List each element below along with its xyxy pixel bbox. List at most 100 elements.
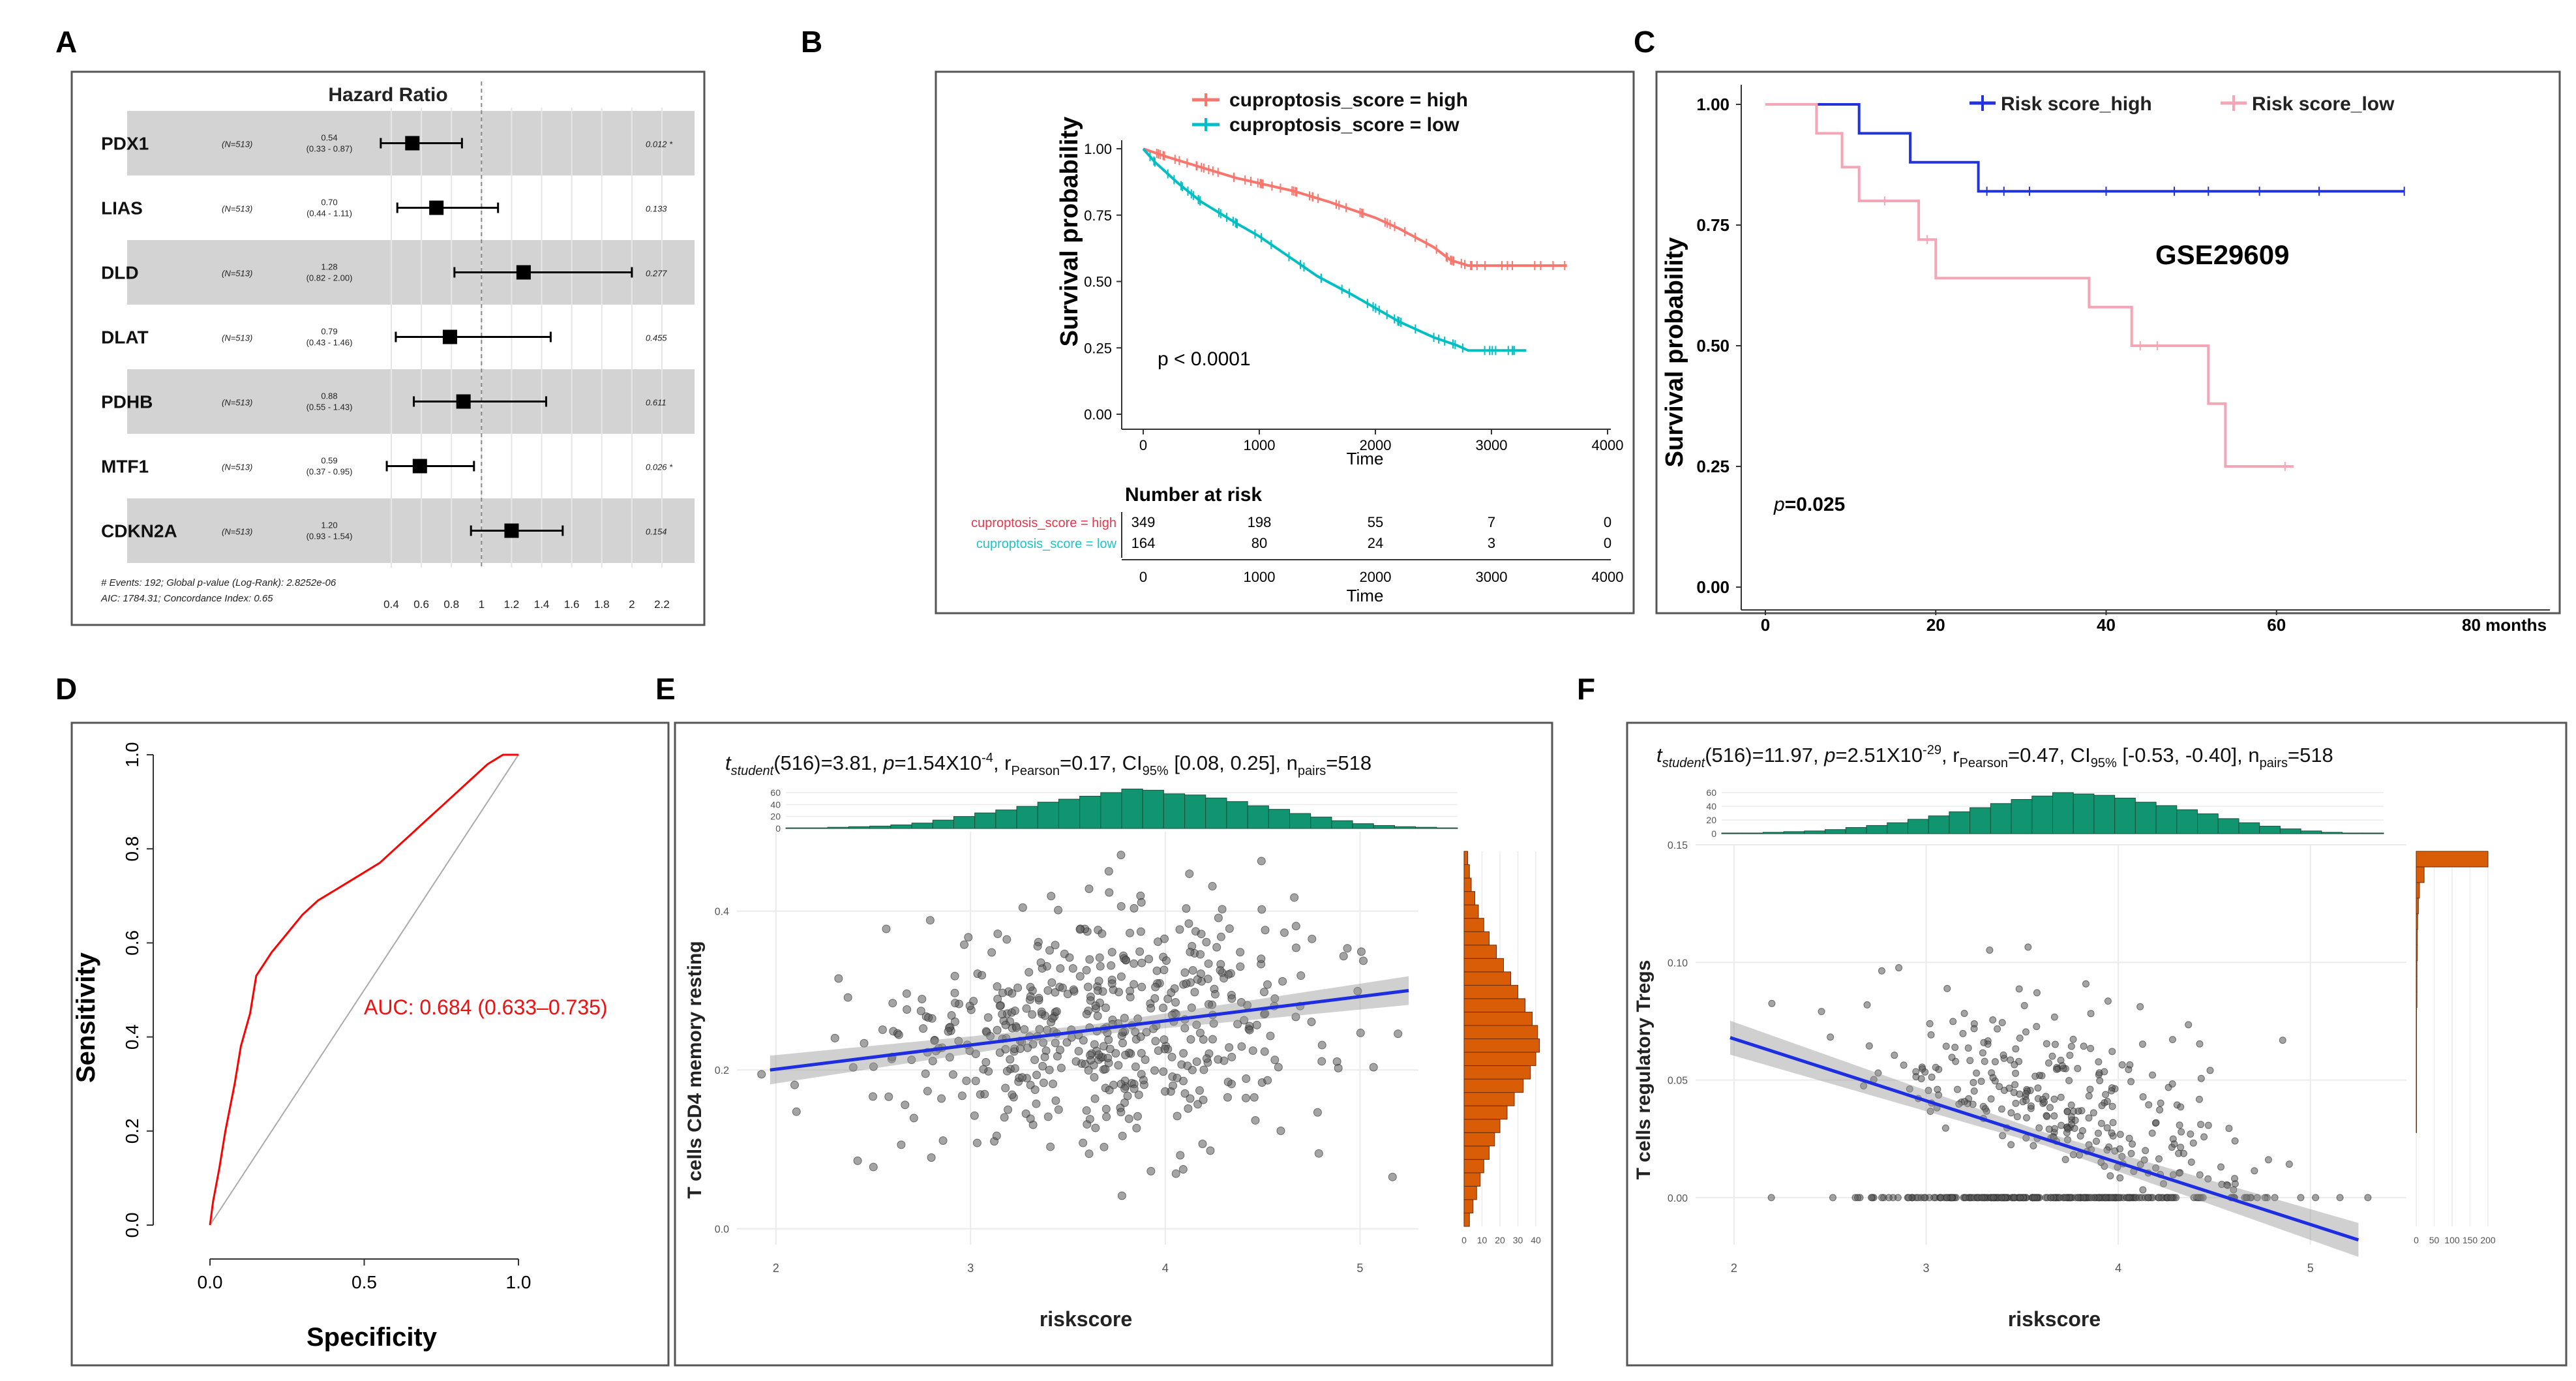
forest-bands (127, 111, 695, 563)
top-hist-bar (1079, 796, 1101, 829)
scatter-point (1074, 1046, 1083, 1055)
scatter-point (1209, 1019, 1218, 1028)
scatter-point (1977, 1078, 1985, 1085)
scatter-point (1159, 1003, 1168, 1012)
scatter-point (1160, 965, 1169, 975)
scatter-point (1188, 966, 1197, 975)
scatter-point (1905, 1194, 1913, 1202)
scatter-point (1334, 1063, 1343, 1072)
top-hist-bar (1783, 831, 1805, 834)
scatter-point (2093, 1137, 2101, 1145)
stats-f-e: [-0.53, -0.40], n (2117, 744, 2260, 766)
right-hist-bar (1463, 998, 1525, 1012)
scatter-point (1199, 1065, 1208, 1074)
km-c-x-tick-label: 60 (2267, 615, 2286, 635)
scatter-point (1043, 986, 1053, 995)
forest-p-label: 0.133 (646, 204, 667, 214)
scatter-point (2050, 1013, 2058, 1021)
scatter-point (2157, 1099, 2164, 1107)
scatter-point (2196, 1171, 2204, 1179)
scatter-point (2013, 1113, 2021, 1121)
scatter-point (1359, 956, 1368, 965)
scatter-e-ylabel: T cells CD4 memory resting (684, 941, 706, 1198)
scatter-point (1094, 977, 1103, 986)
top-hist-bar (974, 812, 996, 829)
scatter-point (2136, 1003, 2144, 1010)
scatter-point (1054, 1105, 1063, 1114)
scatter-point (2067, 1113, 2075, 1121)
top-hist-bar (2300, 830, 2322, 834)
scatter-point (1171, 1169, 1180, 1178)
scatter-point (1100, 1142, 1109, 1151)
scatter-point (1185, 869, 1194, 878)
scatter-point (951, 999, 960, 1008)
top-hist-bar (1016, 806, 1038, 829)
right-hist-tick-label: 40 (1531, 1235, 1541, 1245)
scatter-point (2043, 1040, 2050, 1048)
roc-x-tick-label: 0.5 (352, 1272, 377, 1292)
scatter-point (1212, 943, 1221, 952)
scatter-point (1356, 947, 1366, 956)
roc-x-tick-label: 1.0 (506, 1272, 532, 1292)
top-hist-tick-label: 20 (1706, 815, 1716, 825)
right-hist-tick-label: 10 (1477, 1235, 1488, 1245)
km-b-legend-label: cuproptosis_score = high (1229, 89, 1468, 111)
scatter-point (993, 1025, 1002, 1035)
scatter-point (1257, 857, 1266, 866)
right-hist-bar (2416, 1039, 2418, 1055)
scatter-point (2109, 1119, 2117, 1127)
top-hist-bar (1289, 813, 1311, 829)
scatter-point (1149, 1024, 1158, 1033)
scatter-point (1150, 1066, 1160, 1075)
top-hist-bar (2011, 799, 2033, 834)
forest-n-label: (N=513) (222, 333, 252, 343)
scatter-point (2199, 1194, 2207, 1202)
scatter-point (2271, 1194, 2279, 1202)
forest-x-tick-label: 2.2 (654, 598, 670, 611)
scatter-point (2126, 1061, 2134, 1069)
scatter-point (888, 999, 897, 1008)
scatter-point (1117, 1191, 1126, 1200)
scatter-point (1216, 932, 1225, 941)
scatter-point (1182, 904, 1191, 913)
scatter-point (1121, 956, 1130, 965)
top-hist-bar (869, 825, 891, 829)
forest-gene-label: DLD (101, 263, 139, 283)
right-hist-bar (2416, 1085, 2418, 1102)
scatter-f-ylabel: T cells regulatory Tregs (1633, 960, 1655, 1180)
scatter-point (2041, 1098, 2048, 1106)
scatter-point (1998, 1019, 2006, 1027)
scatter-point (2050, 1112, 2058, 1120)
scatter-point (2007, 1109, 2015, 1117)
scatter-point (2097, 1159, 2105, 1166)
scatter-point (1085, 955, 1094, 964)
scatter-point (1818, 1008, 1825, 1016)
scatter-point (1047, 978, 1056, 987)
scatter-point (928, 1057, 937, 1066)
scatter-point (1109, 1080, 1118, 1089)
scatter-point (1101, 1065, 1110, 1074)
scatter-point (1069, 985, 1078, 994)
scatter-point (894, 1030, 903, 1039)
stats-f-a: (516)=11.97, (1705, 744, 1824, 766)
scatter-point (993, 929, 1002, 938)
forest-hr-label: 1.20 (321, 521, 337, 530)
scatter-point (921, 1069, 930, 1078)
scatter-point (1054, 905, 1063, 915)
scatter-point (1986, 946, 1994, 954)
km-c-pvalue-value: =0.025 (1785, 494, 1846, 515)
roc-auc-label: AUC: 0.684 (0.633–0.735) (364, 995, 608, 1019)
top-hist-bar (1331, 820, 1353, 829)
scatter-point (1052, 1007, 1061, 1016)
km-c-x-tick-label: 0 (1761, 615, 1770, 635)
scatter-point (2103, 1124, 2111, 1132)
stats-f-c: , r (1941, 744, 1960, 766)
scatter-point (1032, 1070, 1041, 1080)
scatter-point (860, 1039, 869, 1048)
scatter-point (2336, 1194, 2344, 1202)
scatter-point (1964, 1044, 1972, 1052)
scatter-point (2218, 1181, 2226, 1189)
top-hist-bar (2342, 832, 2363, 834)
right-hist-bar (1463, 958, 1504, 973)
km-c-xlabel: 80 months (2462, 615, 2547, 635)
